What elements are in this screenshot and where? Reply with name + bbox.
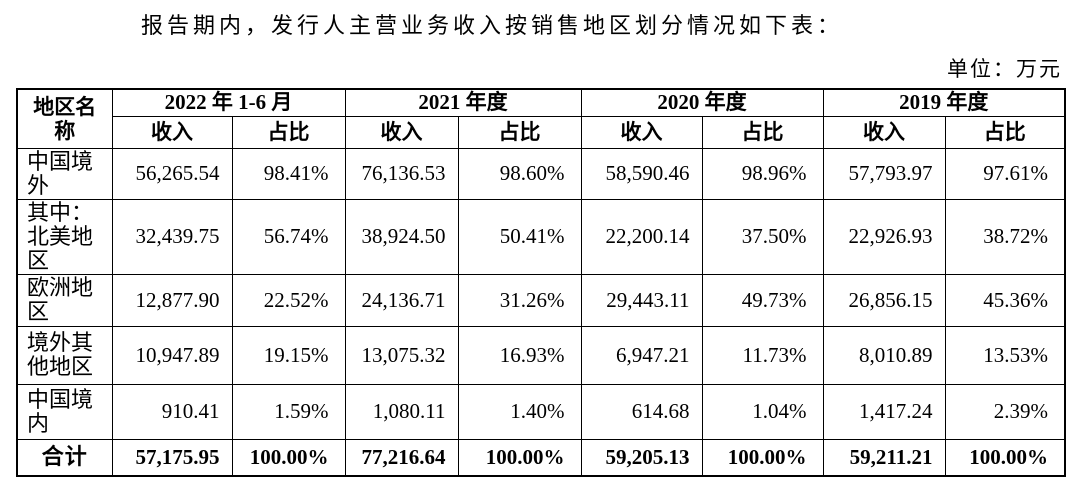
period-header-2021: 2021 年度 [344, 88, 582, 117]
income-cell: 10,947.89 [111, 325, 233, 385]
ratio-cell: 98.60% [457, 147, 582, 200]
income-cell: 24,136.71 [344, 273, 459, 327]
income-cell: 56,265.54 [111, 147, 233, 200]
income-cell: 1,417.24 [822, 383, 946, 440]
period-header-2019: 2019 年度 [822, 88, 1066, 117]
header-row-periods: 地区名称 2022 年 1-6 月 2021 年度 2020 年度 2019 年… [16, 88, 1066, 149]
income-cell: 57,793.97 [822, 147, 946, 200]
ratio-cell: 98.41% [231, 147, 346, 200]
region-cell: 中国境外 [16, 147, 113, 200]
ratio-header-cell: 占比 [701, 115, 824, 149]
ratio-cell: 22.52% [231, 273, 346, 327]
ratio-cell: 31.26% [457, 273, 582, 327]
table-row-north-america: 其中：北美地区 32,439.75 56.74% 38,924.50 50.41… [16, 198, 1066, 275]
period-header-2020: 2020 年度 [580, 88, 824, 117]
income-cell: 29,443.11 [580, 273, 703, 327]
income-cell: 22,926.93 [822, 198, 946, 275]
income-cell: 22,200.14 [580, 198, 703, 275]
table-row-europe: 欧洲地区 12,877.90 22.52% 24,136.71 31.26% 2… [16, 273, 1066, 327]
income-cell: 58,590.46 [580, 147, 703, 200]
header-row-metrics: 收入 占比 收入 占比 收入 占比 收入 占比 [17, 115, 1066, 149]
income-cell: 13,075.32 [344, 325, 459, 385]
income-header-cell: 收入 [111, 115, 233, 149]
region-cell: 其中：北美地区 [16, 198, 113, 275]
ratio-header-cell: 占比 [944, 115, 1066, 149]
ratio-cell: 37.50% [701, 198, 824, 275]
income-cell: 910.41 [111, 383, 233, 440]
income-cell: 77,216.64 [344, 438, 459, 477]
income-cell: 1,080.11 [344, 383, 459, 440]
ratio-cell: 19.15% [231, 325, 346, 385]
region-cell: 境外其他地区 [16, 325, 113, 385]
region-cell: 中国境内 [16, 383, 113, 440]
total-label-cell: 合计 [16, 438, 113, 477]
ratio-header-cell: 占比 [231, 115, 346, 149]
page-title: 报告期内，发行人主营业务收入按销售地区划分情况如下表： [141, 13, 844, 38]
ratio-cell: 11.73% [701, 325, 824, 385]
income-cell: 57,175.95 [111, 438, 233, 477]
income-header-cell: 收入 [822, 115, 946, 149]
income-header-cell: 收入 [580, 115, 703, 149]
table-row-china-overseas: 中国境外 56,265.54 98.41% 76,136.53 98.60% 5… [16, 147, 1066, 200]
ratio-cell: 1.59% [231, 383, 346, 440]
income-header-cell: 收入 [344, 115, 459, 149]
income-cell: 76,136.53 [344, 147, 459, 200]
revenue-by-region-table: 地区名称 2022 年 1-6 月 2021 年度 2020 年度 2019 年… [16, 88, 1066, 477]
ratio-cell: 2.39% [944, 383, 1066, 440]
ratio-cell: 100.00% [231, 438, 346, 477]
ratio-cell: 49.73% [701, 273, 824, 327]
income-cell: 614.68 [580, 383, 703, 440]
ratio-cell: 45.36% [944, 273, 1066, 327]
income-cell: 26,856.15 [822, 273, 946, 327]
income-cell: 32,439.75 [111, 198, 233, 275]
ratio-cell: 100.00% [457, 438, 582, 477]
ratio-cell: 1.04% [701, 383, 824, 440]
ratio-cell: 56.74% [231, 198, 346, 275]
ratio-cell: 13.53% [944, 325, 1066, 385]
ratio-header-cell: 占比 [457, 115, 582, 149]
income-cell: 6,947.21 [580, 325, 703, 385]
table-row-other-overseas: 境外其他地区 10,947.89 19.15% 13,075.32 16.93%… [16, 325, 1066, 385]
ratio-cell: 100.00% [701, 438, 824, 477]
income-cell: 59,205.13 [580, 438, 703, 477]
table-row-total: 合计 57,175.95 100.00% 77,216.64 100.00% 5… [16, 438, 1066, 477]
income-cell: 8,010.89 [822, 325, 946, 385]
income-cell: 59,211.21 [822, 438, 946, 477]
income-cell: 38,924.50 [344, 198, 459, 275]
ratio-cell: 100.00% [944, 438, 1066, 477]
ratio-cell: 98.96% [701, 147, 824, 200]
region-name-header-cell: 地区名称 [16, 88, 113, 149]
period-header-2022-h1: 2022 年 1-6 月 [111, 88, 346, 117]
table-row-china-domestic: 中国境内 910.41 1.59% 1,080.11 1.40% 614.68 … [16, 383, 1066, 440]
ratio-cell: 16.93% [457, 325, 582, 385]
unit-label: 单位：万元 [947, 57, 1062, 81]
ratio-cell: 1.40% [457, 383, 582, 440]
ratio-cell: 97.61% [944, 147, 1066, 200]
region-cell: 欧洲地区 [16, 273, 113, 327]
ratio-cell: 50.41% [457, 198, 582, 275]
ratio-cell: 38.72% [944, 198, 1066, 275]
income-cell: 12,877.90 [111, 273, 233, 327]
